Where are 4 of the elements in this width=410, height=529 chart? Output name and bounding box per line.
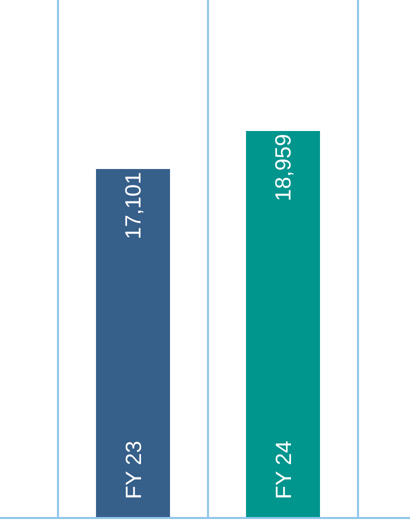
- data-label: 17,101: [120, 172, 146, 240]
- data-label: 18,959: [270, 134, 296, 202]
- x-tick-label: FY 23: [121, 440, 146, 500]
- x-tick-label: FY 24: [271, 440, 296, 500]
